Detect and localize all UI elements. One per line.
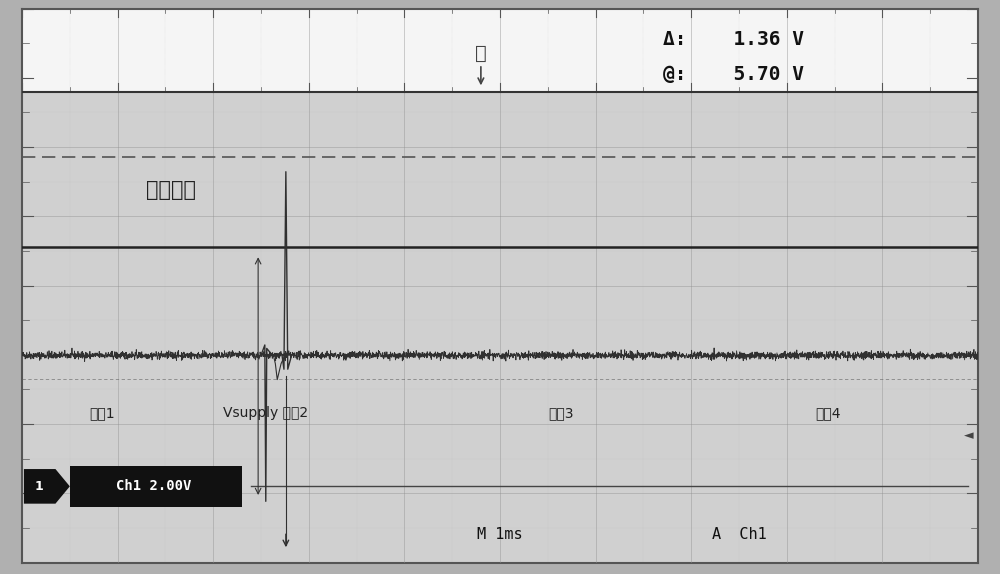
Text: 毛刺3: 毛刺3 xyxy=(548,406,573,420)
Text: 毛刺尖峰: 毛刺尖峰 xyxy=(146,180,196,200)
Text: Ch1 2.00V: Ch1 2.00V xyxy=(116,479,192,494)
Text: 1: 1 xyxy=(35,480,44,493)
Text: 毛刺1: 毛刺1 xyxy=(89,406,115,420)
Bar xyxy=(70,466,242,507)
Text: A  Ch1: A Ch1 xyxy=(712,528,766,542)
Text: Δ:    1.36 V: Δ: 1.36 V xyxy=(663,30,804,49)
Text: Ⓣ: Ⓣ xyxy=(475,44,487,63)
Text: M 1ms: M 1ms xyxy=(477,528,523,542)
Text: @:    5.70 V: @: 5.70 V xyxy=(663,65,804,84)
Bar xyxy=(22,9,978,92)
Text: Vsupply 毛刺2: Vsupply 毛刺2 xyxy=(223,406,308,420)
Text: 毛刺4: 毛刺4 xyxy=(815,406,841,420)
Text: ◄: ◄ xyxy=(964,429,973,442)
Polygon shape xyxy=(24,469,70,503)
